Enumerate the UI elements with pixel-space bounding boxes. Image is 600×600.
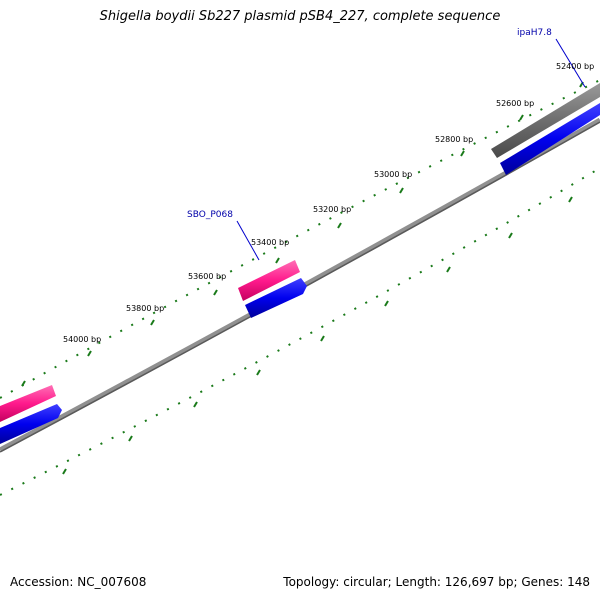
leader-line-sbo-p068 bbox=[236, 220, 260, 261]
outer-tick-ring bbox=[0, 79, 600, 399]
feature-grey-ipah78 bbox=[491, 83, 600, 158]
inner-major-ticks bbox=[62, 196, 573, 475]
tick-label: 53000 bp bbox=[374, 170, 412, 179]
tick-label: 52400 bp bbox=[556, 62, 594, 71]
cds-forward-left bbox=[0, 404, 62, 444]
leader-line-ipah78 bbox=[555, 38, 586, 88]
tick-label: 53800 bp bbox=[126, 304, 164, 313]
accession-text: Accession: NC_007608 bbox=[10, 575, 147, 589]
outer-major-ticks bbox=[21, 81, 584, 387]
tick-label: 53400 bp bbox=[251, 238, 289, 247]
map-title: Shigella boydii Sb227 plasmid pSB4_227, … bbox=[99, 9, 501, 24]
tick-label: 52800 bp bbox=[435, 135, 473, 144]
gene-label-sbo-p068[interactable]: SBO_P068 bbox=[187, 210, 233, 220]
tick-label: 54000 bp bbox=[63, 335, 101, 344]
cds-forward-sbo-p068 bbox=[245, 278, 307, 318]
cds-forward-ipah78 bbox=[500, 103, 600, 175]
feature-pink-sbo-p068 bbox=[238, 260, 300, 301]
tick-label: 53600 bp bbox=[188, 272, 226, 281]
tick-label: 53200 bp bbox=[313, 205, 351, 214]
topology-summary-text: Topology: circular; Length: 126,697 bp; … bbox=[283, 575, 590, 589]
tick-label: 52600 bp bbox=[496, 99, 534, 108]
inner-tick-ring bbox=[0, 167, 600, 496]
feature-pink-left bbox=[0, 385, 56, 422]
gene-label-ipah78[interactable]: ipaH7.8 bbox=[517, 28, 552, 38]
